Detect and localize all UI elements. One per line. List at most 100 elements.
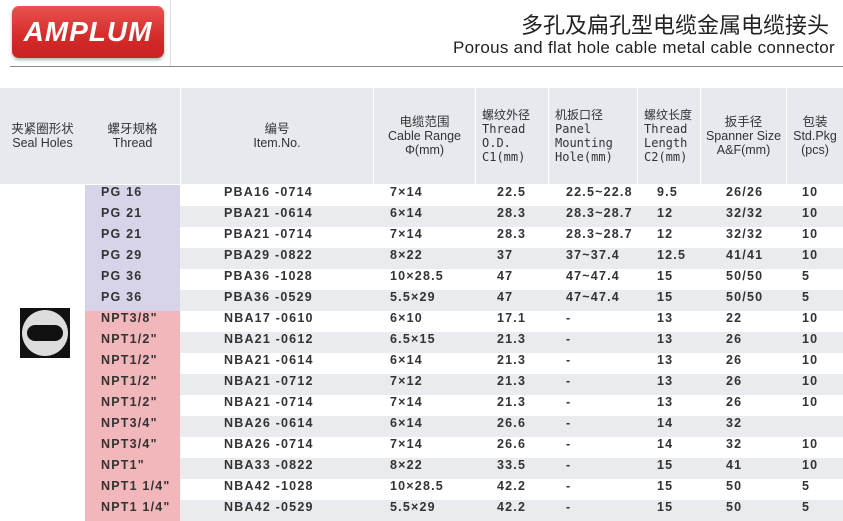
cell-thread: NPT1 1/4" bbox=[85, 479, 180, 500]
header-en2: O.D. bbox=[482, 136, 511, 150]
cell-item: NBA21 -0712 bbox=[224, 374, 314, 388]
cell-range: 6×10 bbox=[390, 311, 423, 325]
cell-hole: - bbox=[566, 479, 572, 493]
cell-item: NBA26 -0614 bbox=[224, 416, 314, 430]
cell-item: NBA33 -0822 bbox=[224, 458, 314, 472]
header-cn: 螺纹长度 bbox=[644, 108, 693, 122]
table-row: PG 21 PBA21 -0714 7×14 28.3 28.3~28.7 12 32/32… bbox=[85, 227, 843, 248]
cell-pkg: 5 bbox=[802, 290, 811, 304]
cell-od: 42.2 bbox=[497, 479, 527, 493]
table-row: NPT3/8" NBA17 -0610 6×10 17.1 - 13 22 10 bbox=[85, 311, 843, 332]
cell-len: 14 bbox=[657, 437, 674, 451]
cell-hole: - bbox=[566, 500, 572, 514]
cell-hole: - bbox=[566, 416, 572, 430]
header-en: Std.Pkg bbox=[793, 129, 837, 143]
table-row: PG 16 PBA16 -0714 7×14 22.5 22.5~22.8 9.5 26/2… bbox=[85, 185, 843, 206]
cell-spanner: 50 bbox=[726, 500, 743, 514]
cell-range: 8×22 bbox=[390, 458, 423, 472]
cell-thread: NPT1 1/4" bbox=[85, 500, 180, 521]
cell-od: 21.3 bbox=[497, 353, 527, 367]
cell-spanner: 50 bbox=[726, 479, 743, 493]
column-header: 机扳口径 Panel Mounting Hole(mm) bbox=[549, 88, 637, 184]
cell-pkg: 10 bbox=[802, 374, 819, 388]
cell-hole: 28.3~28.7 bbox=[566, 206, 633, 220]
table-row: NPT1/2" NBA21 -0712 7×12 21.3 - 13 26 10 bbox=[85, 374, 843, 395]
cell-thread: PG 16 bbox=[85, 185, 180, 206]
spec-table: PG 16 PBA16 -0714 7×14 22.5 22.5~22.8 9.5 26/2… bbox=[85, 185, 843, 521]
table-row: PG 21 PBA21 -0614 6×14 28.3 28.3~28.7 12 32/32… bbox=[85, 206, 843, 227]
cell-hole: 47~47.4 bbox=[566, 269, 620, 283]
cell-len: 13 bbox=[657, 395, 674, 409]
header-unit: C1(mm) bbox=[482, 150, 526, 164]
cell-range: 7×14 bbox=[390, 437, 423, 451]
cell-pkg: 5 bbox=[802, 269, 811, 283]
title-chinese: 多孔及扁孔型电缆金属电缆接头 bbox=[520, 14, 829, 39]
cell-len: 15 bbox=[657, 290, 674, 304]
cell-od: 21.3 bbox=[497, 374, 527, 388]
header-cn: 编号 bbox=[264, 122, 290, 136]
cell-range: 10×28.5 bbox=[390, 479, 444, 493]
header-unit: C2(mm) bbox=[644, 150, 688, 164]
table-row: NPT1 1/4" NBA42 -0529 5.5×29 42.2 - 15 50 5 bbox=[85, 500, 843, 521]
cell-len: 13 bbox=[657, 332, 674, 346]
cell-len: 14 bbox=[657, 416, 674, 430]
table-row: NPT1 1/4" NBA42 -1028 10×28.5 42.2 - 15 50 5 bbox=[85, 479, 843, 500]
table-row: NPT1/2" NBA21 -0614 6×14 21.3 - 13 26 10 bbox=[85, 353, 843, 374]
cell-len: 15 bbox=[657, 479, 674, 493]
cell-hole: - bbox=[566, 395, 572, 409]
cell-od: 17.1 bbox=[497, 311, 527, 325]
cell-od: 21.3 bbox=[497, 395, 527, 409]
cell-od: 21.3 bbox=[497, 332, 527, 346]
cell-spanner: 32/32 bbox=[726, 206, 764, 220]
cell-thread: NPT1" bbox=[85, 458, 180, 479]
column-header: 电缆范围 Cable Range Φ(mm) bbox=[374, 88, 475, 184]
cell-item: PBA21 -0714 bbox=[224, 227, 313, 241]
header-unit: Φ(mm) bbox=[404, 143, 445, 157]
header-cn: 机扳口径 bbox=[555, 108, 604, 122]
cell-hole: - bbox=[566, 458, 572, 472]
cell-item: PBA29 -0822 bbox=[224, 248, 313, 262]
header-en2: Mounting bbox=[555, 136, 613, 150]
cell-pkg: 5 bbox=[802, 479, 811, 493]
table-row: NPT3/4" NBA26 -0714 7×14 26.6 - 14 32 10 bbox=[85, 437, 843, 458]
cell-spanner: 50/50 bbox=[726, 269, 764, 283]
cell-od: 33.5 bbox=[497, 458, 527, 472]
cell-od: 47 bbox=[497, 269, 514, 283]
cell-len: 13 bbox=[657, 353, 674, 367]
cell-od: 28.3 bbox=[497, 206, 527, 220]
header-en: Thread bbox=[482, 122, 526, 136]
cell-range: 6×14 bbox=[390, 353, 423, 367]
cell-range: 8×22 bbox=[390, 248, 423, 262]
column-header: 包装 Std.Pkg (pcs) bbox=[787, 88, 843, 184]
cell-len: 9.5 bbox=[657, 185, 678, 199]
logo-area: AMPLUM bbox=[0, 0, 171, 66]
cell-len: 15 bbox=[657, 458, 674, 472]
cell-spanner: 26 bbox=[726, 395, 743, 409]
cell-pkg bbox=[786, 416, 843, 437]
table-row: NPT3/4" NBA26 -0614 6×14 26.6 - 14 32 bbox=[85, 416, 843, 437]
header-en: Panel bbox=[555, 122, 592, 136]
oval-slot-seal-icon bbox=[20, 308, 70, 358]
header-unit: (pcs) bbox=[801, 143, 829, 157]
cell-spanner: 50/50 bbox=[726, 290, 764, 304]
cell-range: 7×14 bbox=[390, 227, 423, 241]
cell-hole: 28.3~28.7 bbox=[566, 227, 633, 241]
cell-item: PBA36 -1028 bbox=[224, 269, 313, 283]
cell-range: 5.5×29 bbox=[390, 500, 436, 514]
cell-thread: NPT1/2" bbox=[85, 353, 180, 374]
header-en: Thread bbox=[644, 122, 688, 136]
cell-hole: - bbox=[566, 332, 572, 346]
cell-pkg: 10 bbox=[802, 332, 819, 346]
cell-pkg: 10 bbox=[802, 311, 819, 325]
header-en2: Length bbox=[644, 136, 688, 150]
cell-thread: NPT3/4" bbox=[85, 437, 180, 458]
cell-hole: - bbox=[566, 311, 572, 325]
header-cn: 电缆范围 bbox=[399, 115, 450, 129]
cell-len: 12.5 bbox=[657, 248, 687, 262]
cell-spanner: 32 bbox=[726, 437, 743, 451]
header-cn: 螺纹外径 bbox=[482, 108, 531, 122]
cell-len: 13 bbox=[657, 311, 674, 325]
cell-hole: - bbox=[566, 353, 572, 367]
cell-range: 7×14 bbox=[390, 185, 423, 199]
cell-hole: 22.5~22.8 bbox=[566, 185, 633, 199]
